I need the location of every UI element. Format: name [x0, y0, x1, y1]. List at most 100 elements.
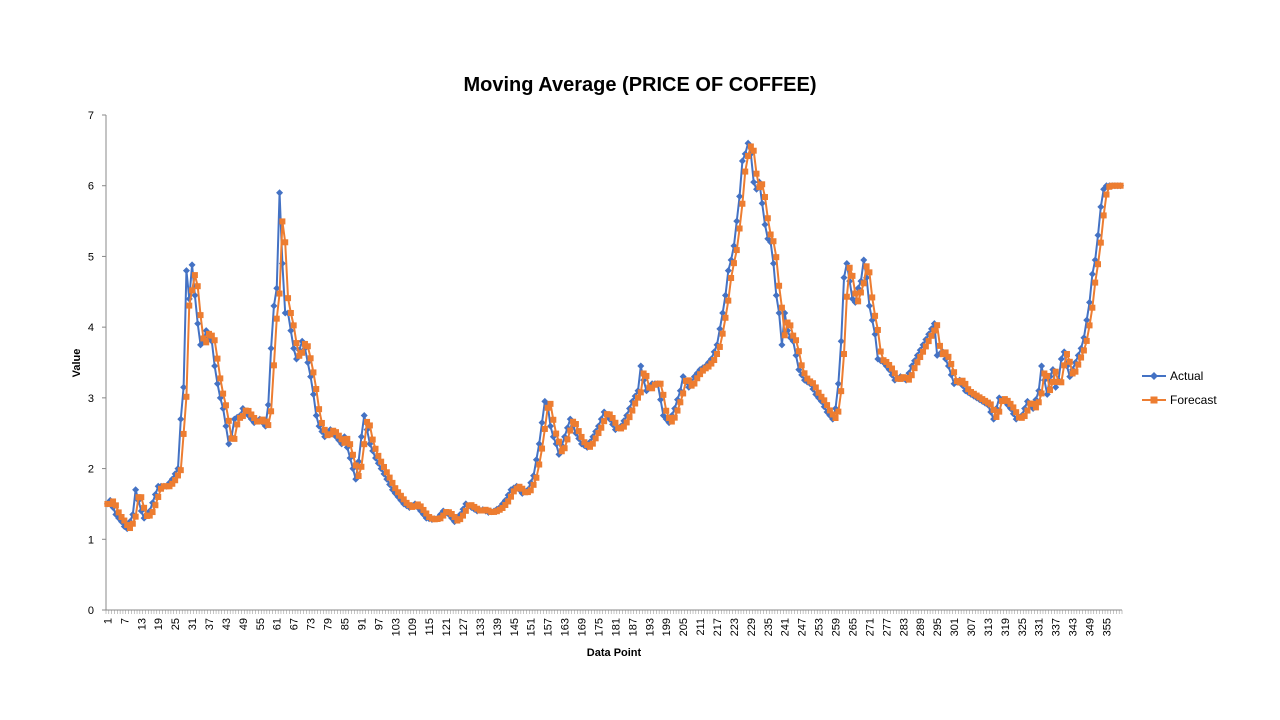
actual-point: [769, 260, 777, 267]
x-tick-label: 73: [306, 618, 318, 630]
forecast-point: [657, 380, 664, 387]
x-tick-label: 271: [864, 618, 876, 636]
forecast-point: [172, 477, 179, 484]
x-tick-label: 97: [373, 618, 385, 630]
y-tick-label: 0: [88, 605, 94, 617]
x-tick-label: 31: [187, 618, 199, 630]
actual-point: [1086, 298, 1094, 306]
forecast-point: [194, 283, 201, 290]
forecast-point: [578, 433, 585, 440]
forecast-point: [1032, 404, 1039, 411]
forecast-point: [818, 393, 825, 400]
forecast-point: [1004, 397, 1011, 404]
forecast-point: [397, 492, 404, 499]
forecast-point: [285, 295, 292, 302]
forecast-point: [112, 502, 119, 509]
forecast-point: [1030, 400, 1037, 407]
legend-marker: [1150, 396, 1158, 404]
forecast-point: [296, 352, 303, 359]
forecast-point: [248, 411, 255, 418]
forecast-point: [874, 326, 881, 333]
legend-label: Actual: [1170, 369, 1203, 383]
forecast-point: [1100, 212, 1107, 219]
y-tick-label: 5: [88, 251, 94, 263]
forecast-point: [462, 507, 469, 514]
x-tick-label: 343: [1068, 618, 1080, 636]
forecast-point: [877, 348, 884, 355]
actual-point: [724, 267, 732, 275]
forecast-point: [1086, 322, 1093, 329]
forecast-point: [389, 479, 396, 486]
forecast-point: [1083, 337, 1090, 344]
forecast-point: [561, 445, 568, 452]
y-tick-label: 2: [88, 464, 94, 476]
forecast-point: [200, 335, 207, 342]
forecast-point: [852, 290, 859, 297]
forecast-point: [733, 247, 740, 254]
axes: [105, 115, 1122, 611]
forecast-point: [908, 372, 915, 379]
forecast-point: [375, 452, 382, 459]
x-tick-label: 157: [543, 618, 555, 636]
x-tick-label: 67: [289, 618, 301, 630]
forecast-point: [601, 418, 608, 425]
forecast-point: [262, 418, 269, 425]
forecast-point: [705, 363, 712, 370]
forecast-point: [270, 362, 277, 369]
forecast-point: [917, 354, 924, 361]
actual-point: [276, 189, 284, 197]
x-tick-label: 301: [949, 618, 961, 636]
forecast-point: [716, 343, 723, 350]
forecast-point: [180, 430, 187, 437]
actual-point: [222, 422, 230, 430]
forecast-point: [149, 509, 156, 516]
forecast-point: [824, 402, 831, 409]
x-tick-label: 7: [119, 618, 131, 624]
forecast-point: [936, 342, 943, 349]
forecast-point: [1044, 372, 1051, 379]
forecast-point: [279, 218, 286, 225]
forecast-point: [395, 489, 402, 496]
forecast-point: [177, 467, 184, 474]
forecast-point: [728, 274, 735, 281]
forecast-point: [1080, 347, 1087, 354]
forecast-point: [307, 355, 314, 362]
forecast-point: [352, 462, 359, 469]
x-tick-label: 85: [339, 618, 351, 630]
x-tick-label: 13: [136, 618, 148, 630]
chart-title: Moving Average (PRICE OF COFFEE): [464, 74, 817, 96]
forecast-point: [575, 428, 582, 435]
actual-point: [716, 325, 724, 333]
x-tick-labels: 1 7 13 19 25 31 37 43 49 55 61 67 73 79 85 91 97 103 109 11…: [102, 610, 1123, 636]
forecast-point: [1103, 191, 1110, 198]
forecast-point: [1078, 354, 1085, 361]
forecast-point: [146, 512, 153, 519]
actual-point: [1038, 362, 1046, 370]
x-tick-label: 241: [780, 618, 792, 636]
forecast-point: [1052, 368, 1059, 375]
forecast-point: [761, 194, 768, 201]
forecast-point: [457, 516, 464, 523]
actual-line: [106, 139, 1121, 531]
forecast-point: [121, 517, 128, 524]
forecast-point: [781, 332, 788, 339]
forecast-point: [905, 376, 912, 383]
actual-point: [1052, 383, 1060, 391]
forecast-point: [550, 416, 557, 423]
actual-point: [264, 401, 272, 409]
forecast-point: [649, 385, 656, 392]
x-tick-label: 109: [407, 618, 419, 636]
x-tick-label: 181: [610, 618, 622, 636]
forecast-point: [234, 421, 241, 428]
forecast-point: [451, 514, 458, 521]
forecast-point: [1049, 378, 1056, 385]
x-tick-label: 283: [898, 618, 910, 636]
x-tick-label: 139: [492, 618, 504, 636]
x-tick-label: 331: [1034, 618, 1046, 636]
forecast-point: [697, 371, 704, 378]
actual-point: [1097, 203, 1105, 211]
x-tick-label: 253: [814, 618, 826, 636]
actual-point: [738, 157, 746, 165]
forecast-point: [736, 225, 743, 232]
